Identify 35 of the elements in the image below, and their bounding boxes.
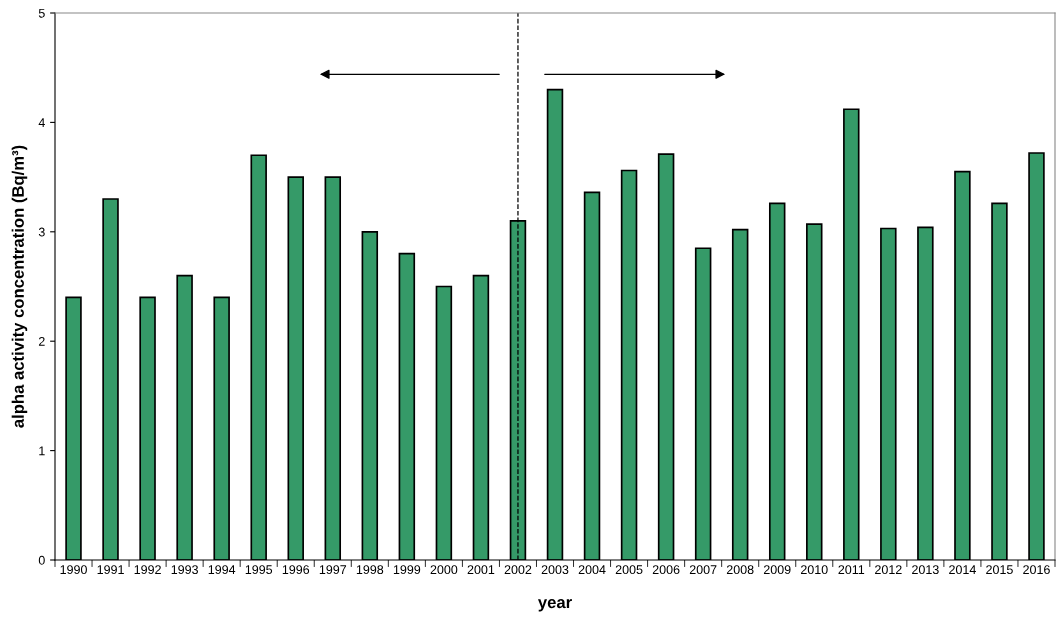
x-tick-label: 2011 <box>838 565 865 575</box>
x-tick-label: 2000 <box>430 565 458 575</box>
x-tick-label: 1996 <box>282 565 310 575</box>
x-tick-label: 2001 <box>467 565 495 575</box>
x-tick-label: 1990 <box>60 565 87 575</box>
x-tick-label: 2005 <box>615 565 643 575</box>
y-tick-label: 3 <box>38 227 45 237</box>
x-tick-label: 1999 <box>393 565 421 575</box>
x-tick-label: 2016 <box>1023 565 1050 575</box>
y-tick-label: 4 <box>38 118 45 127</box>
x-tick-label: 2010 <box>800 565 828 575</box>
x-tick-label: 2006 <box>652 565 680 575</box>
x-tick-label: 1992 <box>134 565 161 575</box>
y-tick-label: 5 <box>38 8 45 18</box>
x-tick-label: 1997 <box>319 565 347 575</box>
x-tick-label: 2002 <box>504 565 532 575</box>
x-tick-label: 2012 <box>875 565 902 575</box>
x-tick-label: 2007 <box>689 565 717 575</box>
y-tick-label: 2 <box>38 337 45 346</box>
y-tick-label: 0 <box>38 555 45 565</box>
x-tick-label: 1991 <box>97 565 124 575</box>
x-tick-label: 1998 <box>356 565 384 575</box>
x-tick-label: 2008 <box>726 565 754 575</box>
x-tick-label: 1993 <box>171 565 198 575</box>
x-tick-label: 2015 <box>986 565 1013 575</box>
x-tick-label: 2009 <box>763 565 791 575</box>
x-tick-label: 2013 <box>912 565 939 575</box>
x-tick-label: 2004 <box>578 565 606 575</box>
x-axis-title: year <box>537 599 572 612</box>
x-tick-label: 2003 <box>541 565 569 575</box>
x-tick-label: 2014 <box>949 565 976 575</box>
x-tick-label: 1994 <box>208 565 236 575</box>
y-axis-title: alpha activity concentration (Bq/m³) <box>11 145 28 428</box>
x-tick-label: 1995 <box>245 565 273 575</box>
y-tick-label: 1 <box>39 446 45 456</box>
